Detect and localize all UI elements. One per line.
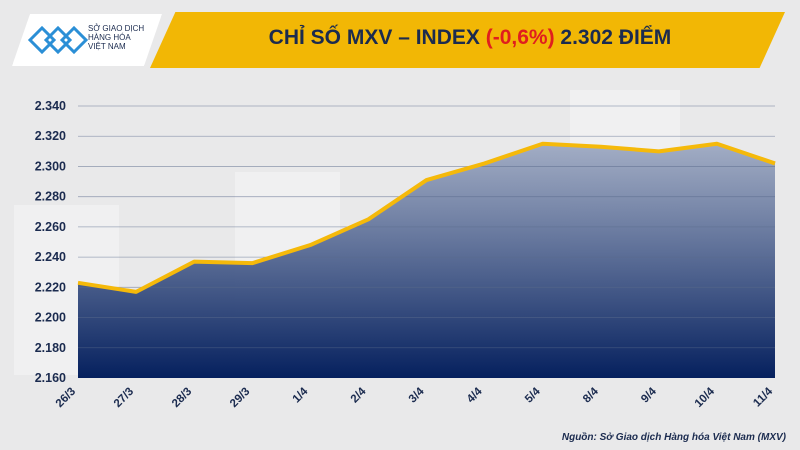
y-tick-label: 2.320 — [35, 129, 66, 143]
y-tick-label: 2.300 — [35, 159, 66, 173]
y-tick-label: 2.160 — [35, 371, 66, 385]
title-banner — [150, 12, 785, 68]
title-value: 2.302 ĐIỂM — [554, 26, 672, 49]
y-tick-label: 2.340 — [35, 99, 66, 113]
x-tick-label: 2/4 — [349, 385, 369, 405]
x-tick-label: 27/3 — [112, 386, 136, 410]
x-tick-label: 5/4 — [523, 385, 543, 405]
x-tick-label: 4/4 — [465, 385, 485, 405]
y-tick-label: 2.220 — [35, 280, 66, 294]
logo-mark-icon — [27, 25, 89, 55]
x-tick-label: 10/4 — [693, 385, 718, 410]
title-change: (-0,6%) — [485, 26, 555, 49]
x-tick-label: 26/3 — [54, 386, 78, 410]
x-tick-label: 28/3 — [170, 386, 194, 410]
logo-text: SỞ GIAO DỊCH HÀNG HÓA VIỆT NAM — [88, 24, 144, 51]
title-prefix: CHỈ SỐ MXV – INDEX — [268, 26, 486, 49]
logo-line: VIỆT NAM — [88, 42, 126, 51]
x-tick-label: 29/3 — [228, 386, 252, 410]
y-tick-label: 2.200 — [35, 311, 66, 325]
logo-line: HÀNG HÓA — [88, 33, 131, 42]
logo-line: SỞ GIAO DỊCH — [88, 24, 145, 33]
y-tick-label: 2.240 — [35, 250, 66, 264]
y-tick-label: 2.180 — [35, 341, 66, 355]
x-tick-label: 8/4 — [581, 385, 601, 405]
chart-title: CHỈ SỐ MXV – INDEX (-0,6%) 2.302 ĐIỂM — [170, 26, 770, 50]
area-fill — [78, 143, 775, 378]
y-tick-label: 2.280 — [35, 190, 66, 204]
x-tick-label: 9/4 — [639, 385, 659, 405]
x-tick-label: 3/4 — [407, 385, 427, 405]
x-tick-label: 1/4 — [291, 385, 311, 405]
source-note: Nguồn: Sở Giao dịch Hàng hóa Việt Nam (M… — [561, 432, 786, 443]
x-tick-label: 11/4 — [751, 385, 775, 409]
y-tick-label: 2.260 — [35, 220, 66, 234]
